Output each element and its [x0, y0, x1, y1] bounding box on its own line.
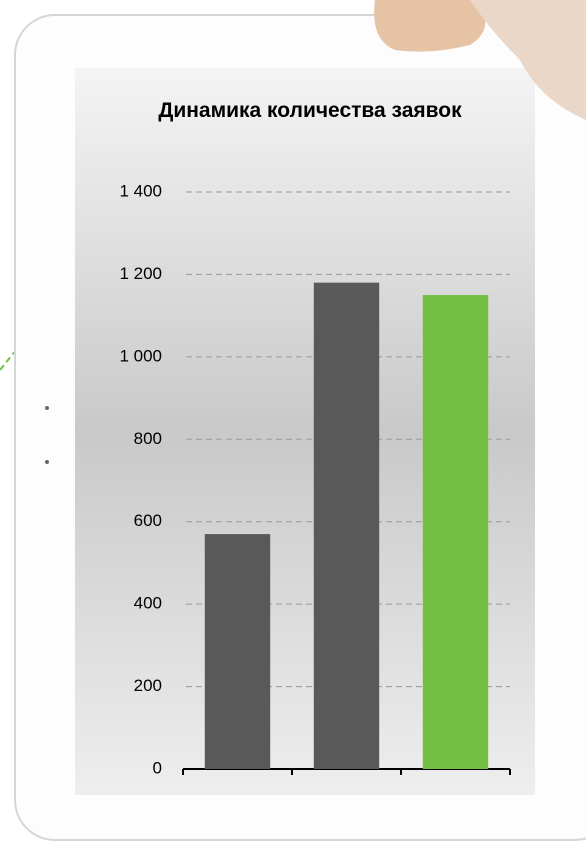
page: 0 200 400 600 800 1 000 1 200 1 400 Динамика ко…: [0, 0, 586, 855]
y-tick-label: 600: [134, 511, 162, 530]
bar: [314, 283, 379, 769]
y-tick-label: 0: [153, 758, 162, 777]
chart-title: Динамика количества заявок: [140, 92, 480, 129]
y-tick-label: 800: [134, 429, 162, 448]
y-tick-label: 1 200: [119, 264, 162, 283]
hand: [374, 0, 485, 52]
y-tick-label: 1 400: [119, 181, 162, 200]
y-tick-label: 1 000: [119, 346, 162, 365]
tablet-dot: [45, 406, 49, 410]
y-tick-label: 400: [134, 594, 162, 613]
tablet-dot: [45, 460, 49, 464]
bar: [205, 534, 270, 769]
y-tick-label: 200: [134, 676, 162, 695]
bar: [423, 295, 488, 769]
